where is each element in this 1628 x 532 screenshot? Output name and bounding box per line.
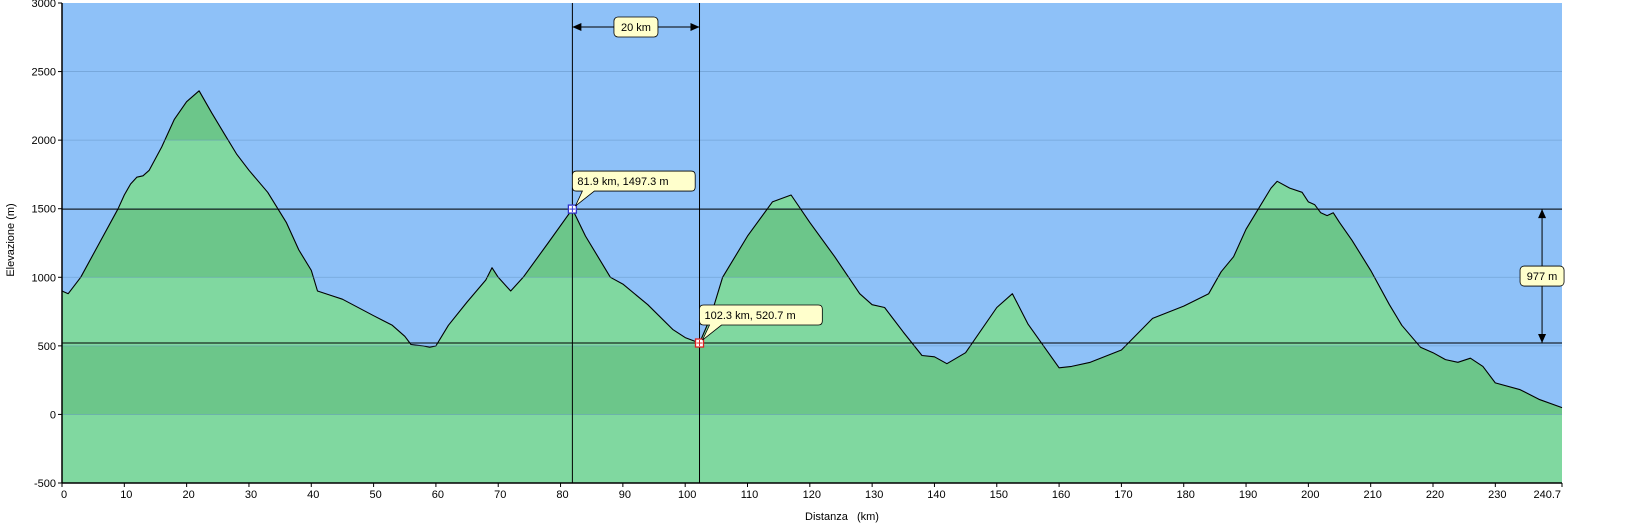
y-tick-label: -500 (34, 478, 56, 490)
x-tick-label: 0 (61, 489, 67, 501)
x-tick-label: 190 (1239, 489, 1257, 501)
x-tick-label: 110 (741, 489, 759, 501)
x-tick-label: 70 (494, 489, 506, 501)
x-tick-label: 230 (1488, 489, 1506, 501)
x-tick-label: 240.7 (1533, 489, 1561, 501)
x-tick-label: 120 (803, 489, 821, 501)
x-tick-label: 90 (619, 489, 631, 501)
x-tick-label: 80 (556, 489, 568, 501)
axes-layer: -500 0 500 1000 1500 2000 2500 3000 0 10 20 30 40 50 6… (32, 0, 1563, 501)
guides-layer (62, 3, 1562, 483)
distance-arrow-right-head (690, 23, 700, 31)
x-tick-label: 10 (120, 489, 132, 501)
start-point-callout: 81.9 km, 1497.3 m (577, 176, 668, 188)
x-tick-label: 20 (183, 489, 195, 501)
x-tick-label: 50 (369, 489, 381, 501)
x-tick-label: 40 (307, 489, 319, 501)
x-tick-label: 60 (432, 489, 444, 501)
elevation-label-box (1519, 265, 1565, 287)
x-tick-label: 160 (1052, 489, 1070, 501)
y-tick-label: 3000 (32, 0, 56, 10)
x-tick-label: 30 (245, 489, 257, 501)
x-tick-label: 130 (865, 489, 883, 501)
x-tick-label: 100 (678, 489, 696, 501)
y-tick-label: 2000 (32, 135, 56, 147)
y-tick-label: 0 (50, 409, 56, 421)
x-tick-label: 180 (1177, 489, 1195, 501)
elevation-label: 977 m (1527, 271, 1558, 283)
x-tick-label: 170 (1114, 489, 1132, 501)
elevation-band (62, 345, 1562, 415)
y-axis-title: Elevazione (m) (5, 203, 17, 276)
x-axis-title: Distanza (km) (805, 511, 879, 523)
profile-line (61, 90, 1563, 409)
elevation-arrow-bottom-head (1538, 334, 1547, 344)
elevation-arrow-top-head (1538, 209, 1547, 219)
distance-label-box (613, 16, 659, 38)
x-tick-label: 220 (1426, 489, 1444, 501)
y-tick-label: 2500 (32, 67, 56, 79)
y-tick-label: 1000 (32, 272, 56, 284)
end-point-callout-box (699, 304, 823, 341)
y-tick-label: 1500 (32, 204, 56, 216)
x-tick-label: 200 (1301, 489, 1319, 501)
x-tick-label: 210 (1364, 489, 1382, 501)
x-tick-label: 150 (990, 489, 1008, 501)
y-tick-label: 500 (38, 341, 56, 353)
annotation-layer: 20 km 977 m 81.9 km, 1497.3 m 102.3 km, 520… (567, 16, 1565, 348)
distance-label: 20 km (621, 22, 651, 34)
distance-arrow-left-head (572, 23, 582, 31)
x-tick-label: 140 (927, 489, 945, 501)
start-point-callout-box (571, 170, 696, 207)
end-point-callout: 102.3 km, 520.7 m (705, 310, 796, 322)
